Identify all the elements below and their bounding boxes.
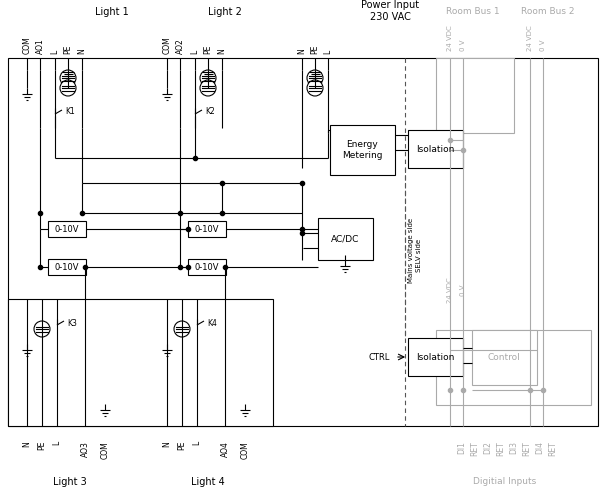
- Text: L: L: [324, 50, 333, 54]
- Text: DI2: DI2: [483, 441, 492, 454]
- Text: N: N: [218, 48, 226, 54]
- Bar: [472, 330, 537, 385]
- Circle shape: [34, 321, 50, 337]
- Bar: [408, 130, 463, 168]
- Text: L: L: [191, 50, 200, 54]
- Circle shape: [174, 321, 190, 337]
- Text: 24 VDC: 24 VDC: [527, 25, 533, 51]
- Text: PE: PE: [177, 441, 186, 450]
- Text: SELV side: SELV side: [416, 239, 422, 272]
- Text: AC/DC: AC/DC: [331, 235, 359, 244]
- Text: RET: RET: [497, 441, 506, 456]
- Bar: [408, 338, 463, 376]
- Text: 0 V: 0 V: [460, 39, 466, 51]
- Text: Digitial Inputs: Digitial Inputs: [473, 478, 537, 487]
- Circle shape: [308, 71, 322, 85]
- Text: 24 VDC: 24 VDC: [447, 25, 453, 51]
- Bar: [318, 218, 373, 260]
- Text: COM: COM: [22, 36, 31, 54]
- Text: L: L: [53, 441, 62, 445]
- Text: RET: RET: [549, 441, 557, 456]
- Text: Isolation: Isolation: [416, 145, 454, 154]
- Text: 0-10V: 0-10V: [54, 224, 79, 234]
- Text: L: L: [192, 441, 201, 445]
- Bar: [48, 221, 86, 237]
- Text: Light 3: Light 3: [53, 477, 87, 487]
- Text: DI4: DI4: [535, 441, 544, 454]
- Text: PE: PE: [64, 45, 73, 54]
- Text: PE: PE: [310, 45, 319, 54]
- Bar: [8, 58, 598, 426]
- Text: COM: COM: [163, 36, 171, 54]
- Text: RET: RET: [523, 441, 532, 456]
- Text: Power Input
230 VAC: Power Input 230 VAC: [361, 0, 419, 22]
- Text: PE: PE: [203, 45, 212, 54]
- Text: Mains voltage side: Mains voltage side: [408, 217, 414, 282]
- Circle shape: [60, 70, 76, 86]
- Text: 0 V: 0 V: [460, 284, 466, 296]
- Text: L: L: [50, 50, 59, 54]
- Text: RET: RET: [471, 441, 480, 456]
- Bar: [330, 125, 395, 175]
- Circle shape: [200, 70, 216, 86]
- Text: Room Bus 1: Room Bus 1: [446, 7, 500, 17]
- Text: N: N: [22, 441, 31, 447]
- Text: DI1: DI1: [457, 441, 466, 454]
- Text: COM: COM: [100, 441, 110, 459]
- Text: COM: COM: [241, 441, 249, 459]
- Bar: [188, 259, 226, 275]
- Text: Room Bus 2: Room Bus 2: [522, 7, 575, 17]
- Text: Control: Control: [488, 352, 520, 362]
- Text: K2: K2: [205, 107, 215, 117]
- Bar: [188, 221, 226, 237]
- Circle shape: [200, 80, 216, 96]
- Text: PE: PE: [38, 441, 47, 450]
- Bar: [48, 259, 86, 275]
- Text: K1: K1: [65, 107, 75, 117]
- Circle shape: [307, 70, 323, 86]
- Bar: [436, 58, 514, 133]
- Bar: [436, 330, 591, 405]
- Text: 0-10V: 0-10V: [195, 263, 219, 272]
- Text: N: N: [77, 48, 87, 54]
- Text: AO1: AO1: [36, 38, 45, 54]
- Text: Light 2: Light 2: [208, 7, 242, 17]
- Circle shape: [60, 80, 76, 96]
- Text: DI3: DI3: [509, 441, 518, 454]
- Text: AO2: AO2: [175, 38, 185, 54]
- Text: Light 4: Light 4: [191, 477, 225, 487]
- Text: AO3: AO3: [80, 441, 90, 457]
- Text: K3: K3: [67, 318, 77, 328]
- Text: 0 V: 0 V: [540, 39, 546, 51]
- Text: Isolation: Isolation: [416, 352, 454, 362]
- Circle shape: [61, 71, 75, 85]
- Text: 0-10V: 0-10V: [195, 224, 219, 234]
- Text: AO4: AO4: [220, 441, 229, 457]
- Text: 24 VDC: 24 VDC: [447, 277, 453, 303]
- Text: Energy
Metering: Energy Metering: [342, 140, 382, 160]
- Bar: [8, 299, 273, 426]
- Circle shape: [201, 71, 215, 85]
- Text: N: N: [163, 441, 171, 447]
- Text: 0-10V: 0-10V: [54, 263, 79, 272]
- Text: N: N: [298, 48, 307, 54]
- Circle shape: [307, 80, 323, 96]
- Text: K4: K4: [207, 318, 217, 328]
- Text: Light 1: Light 1: [95, 7, 129, 17]
- Text: CTRL: CTRL: [368, 352, 390, 362]
